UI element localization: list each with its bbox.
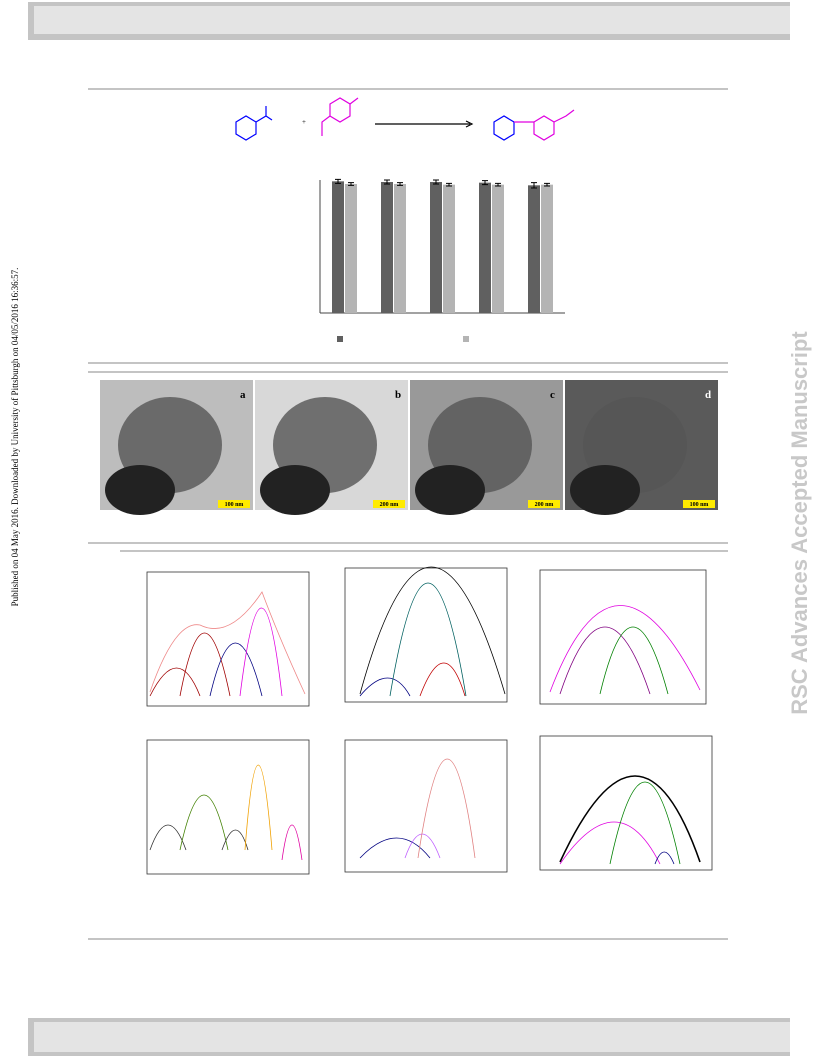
panel-letter: d <box>705 389 711 401</box>
scheme: + <box>235 97 575 141</box>
bar <box>479 182 491 313</box>
scale-bar <box>528 500 560 508</box>
tem-images: a 100 nm b 200 nm c 200 nm d 100 nm <box>100 380 718 515</box>
error-bar <box>384 179 390 185</box>
particle <box>260 465 330 515</box>
error-bar <box>433 179 439 185</box>
error-bar <box>397 182 403 186</box>
scale-label: 200 nm <box>535 502 554 508</box>
bar <box>541 184 553 313</box>
particle <box>570 465 640 515</box>
bar <box>394 183 406 313</box>
panel-letter: c <box>550 389 555 401</box>
legend-swatch <box>463 336 469 342</box>
error-bar <box>348 182 354 186</box>
error-bar <box>335 178 341 184</box>
particle <box>415 465 485 515</box>
error-bar <box>544 182 550 187</box>
error-bar <box>482 180 488 186</box>
scale-bar <box>373 500 405 508</box>
bar-chart <box>319 178 565 342</box>
bar <box>430 181 442 313</box>
panel-letter: a <box>240 389 246 401</box>
footer-inner <box>34 1022 790 1052</box>
error-bar <box>446 182 452 187</box>
scale-label: 100 nm <box>225 502 244 508</box>
scale-label: 200 nm <box>380 502 399 508</box>
header-inner <box>34 6 790 34</box>
side-note: Published on 04 May 2016. Downloaded by … <box>10 267 20 607</box>
panel-letter: b <box>395 389 401 401</box>
svg-text:+: + <box>302 118 306 126</box>
scale-bar <box>218 500 250 508</box>
scale-bar <box>683 500 715 508</box>
bar <box>381 181 393 313</box>
watermark: RSC Advances Accepted Manuscript <box>787 331 812 715</box>
legend-swatch <box>337 336 343 342</box>
bar <box>332 181 344 313</box>
error-bar <box>531 182 537 189</box>
bar <box>528 185 540 313</box>
error-bar <box>495 182 501 187</box>
bar <box>443 184 455 313</box>
rules <box>88 88 728 940</box>
spectra <box>146 566 713 875</box>
particle <box>105 465 175 515</box>
scale-label: 100 nm <box>690 502 709 508</box>
bar <box>492 184 504 313</box>
bar <box>345 183 357 313</box>
